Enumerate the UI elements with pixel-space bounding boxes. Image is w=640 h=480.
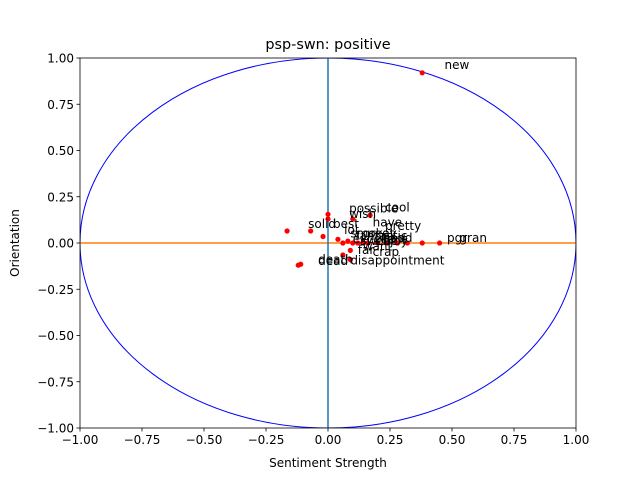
- point-label: cool: [385, 201, 410, 215]
- data-point: [325, 216, 331, 222]
- point-label: disappointment: [350, 253, 444, 267]
- y-tick-label: 0.50: [47, 144, 74, 158]
- point-label: smokey: [350, 226, 396, 240]
- data-point: [355, 240, 361, 246]
- point-label: pgr: [447, 231, 467, 245]
- data-point: [404, 240, 410, 246]
- data-point: [345, 238, 351, 244]
- x-tick-label: −1.00: [62, 433, 99, 447]
- data-point: [284, 228, 290, 234]
- point-label: good: [383, 231, 413, 245]
- point-label: new: [445, 58, 470, 72]
- data-point: [335, 236, 341, 242]
- point-label: want: [363, 239, 393, 253]
- data-point: [340, 252, 346, 258]
- data-point: [360, 240, 366, 246]
- data-point: [350, 216, 356, 222]
- data-point: [375, 240, 381, 246]
- point-label: have: [373, 215, 402, 229]
- x-axis-ticks: −1.00 −0.75 −0.50 −0.25 0.00 0.25 0.50 0.75 1.00: [62, 428, 590, 447]
- data-point: [365, 240, 371, 246]
- point-label: sweet: [360, 234, 396, 248]
- y-tick-label: −0.50: [37, 329, 74, 343]
- x-tick-label: 0.50: [439, 433, 466, 447]
- point-label: enjoy: [375, 234, 408, 248]
- point-label: wish: [349, 207, 376, 221]
- data-point: [347, 247, 353, 253]
- point-label: crap: [373, 245, 400, 259]
- y-tick-label: −0.25: [37, 283, 74, 297]
- data-point: [347, 257, 353, 263]
- data-point: [308, 228, 314, 234]
- x-tick-label: 0.25: [377, 433, 404, 447]
- point-label: dead: [318, 254, 348, 268]
- data-point: [298, 261, 304, 267]
- data-point: [350, 240, 356, 246]
- y-tick-label: 0.00: [47, 237, 74, 251]
- data-point: [419, 240, 425, 246]
- x-tick-label: 1.00: [563, 433, 590, 447]
- point-label: fantastic: [355, 229, 407, 243]
- axis-lines-layer: [80, 58, 576, 428]
- point-label: pretty: [385, 219, 421, 233]
- y-axis-ticks: −1.00 −0.75 −0.50 −0.25 0.00 0.25 0.50 0.75 1.00: [37, 52, 80, 436]
- point-label: gran: [459, 231, 487, 245]
- point-label: solid: [308, 217, 336, 231]
- y-tick-label: −1.00: [37, 422, 74, 436]
- chart-title: psp-swn: positive: [265, 37, 390, 53]
- point-label: death: [318, 252, 353, 266]
- point-label: excellent: [353, 232, 408, 246]
- data-point: [384, 240, 391, 246]
- point-label: best: [333, 217, 359, 231]
- data-point: [437, 240, 443, 246]
- points-layer: [284, 70, 443, 268]
- data-point: [340, 240, 346, 246]
- x-tick-label: 0.75: [501, 433, 528, 447]
- point-label: lol: [344, 223, 358, 237]
- data-point: [419, 70, 425, 76]
- data-point: [325, 211, 331, 217]
- data-point: [394, 240, 401, 246]
- y-tick-label: 0.75: [47, 98, 74, 112]
- point-label: possible: [349, 201, 398, 215]
- y-tick-label: 1.00: [47, 52, 74, 66]
- x-axis-label: Sentiment Strength: [269, 456, 387, 470]
- y-tick-label: 0.25: [47, 190, 74, 204]
- x-tick-label: 0.00: [315, 433, 342, 447]
- y-axis-label: Orientation: [8, 209, 22, 277]
- data-point: [320, 233, 326, 240]
- x-tick-label: −0.50: [186, 433, 223, 447]
- point-label: far: [358, 243, 375, 257]
- data-point: [367, 212, 373, 218]
- x-tick-label: −0.25: [248, 433, 285, 447]
- y-tick-label: −0.75: [37, 375, 74, 389]
- x-tick-label: −0.75: [124, 433, 161, 447]
- point-label: great: [363, 226, 395, 240]
